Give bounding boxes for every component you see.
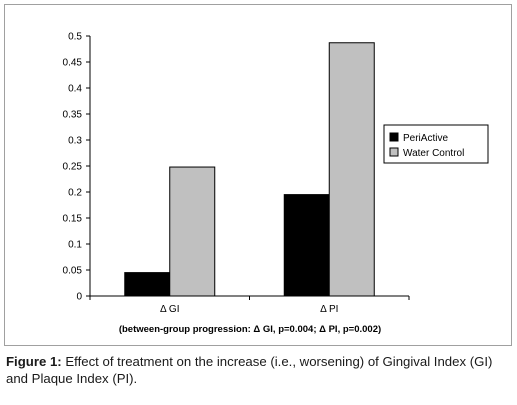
y-tick-label: 0 <box>76 292 82 303</box>
caption-label: Figure 1: <box>6 354 62 369</box>
chart-frame: 0 0.05 0.1 0.15 0.2 0.25 0.3 0.35 0.4 0.45 0.5 Δ GI… <box>4 4 512 346</box>
legend-swatch <box>389 132 399 142</box>
legend-box <box>383 124 489 164</box>
legend-label: Water Control <box>403 148 464 159</box>
y-tick-label: 0.4 <box>68 84 82 95</box>
bar-periactive <box>283 194 330 297</box>
bars <box>124 42 375 297</box>
caption-text: Effect of treatment on the increase (i.e… <box>6 354 493 386</box>
y-tick-label: 0.35 <box>63 110 83 121</box>
y-tick-label: 0.3 <box>68 136 82 147</box>
x-category-label: Δ GI <box>160 304 179 315</box>
y-tick-label: 0.25 <box>63 162 83 173</box>
y-tick-label: 0.15 <box>63 214 83 225</box>
y-tick-label: 0.5 <box>68 32 82 43</box>
bar-periactive <box>124 272 171 297</box>
y-tick-label: 0.1 <box>68 240 82 251</box>
x-category-label: Δ PI <box>320 304 338 315</box>
bar-water-control <box>328 42 375 297</box>
chart-annotation: (between-group progression: Δ GI, p=0.00… <box>119 324 381 335</box>
y-tick-label: 0.2 <box>68 188 82 199</box>
legend: PeriActive Water Control <box>383 124 489 164</box>
y-tick-label: 0.05 <box>63 266 83 277</box>
figure-caption: Figure 1: Effect of treatment on the inc… <box>6 353 511 387</box>
bar-water-control <box>169 166 216 297</box>
bar-chart: 0 0.05 0.1 0.15 0.2 0.25 0.3 0.35 0.4 0.45 0.5 Δ GI… <box>63 32 489 335</box>
y-tick-label: 0.45 <box>63 58 83 69</box>
legend-label: PeriActive <box>403 133 448 144</box>
legend-swatch <box>389 147 399 157</box>
